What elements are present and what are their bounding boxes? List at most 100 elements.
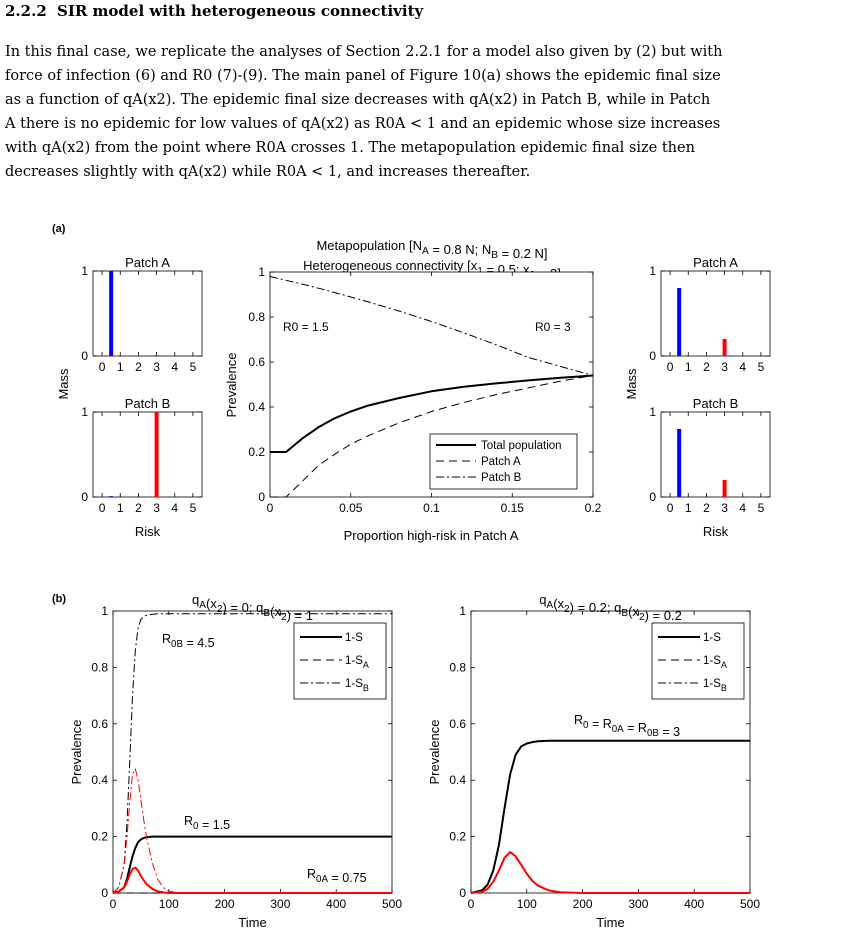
b-right-note: R0 = R0A = R0B = 3 — [574, 713, 680, 739]
a-main-note-right: R0 = 3 — [535, 320, 571, 334]
a-main-ytick-label: 0.4 — [248, 400, 265, 414]
a-main-xtick-label: 0.1 — [423, 501, 440, 515]
a-left-patchA-ytick-label: 1 — [81, 264, 88, 278]
b-right-series-line — [470, 851, 750, 894]
b-right-title: qA(x2) = 0.2; qB(x2) = 0.2 — [539, 592, 682, 623]
a-main-series-line — [270, 374, 594, 453]
a-right-patchA-xtick-label: 5 — [758, 360, 765, 374]
a-left-patchB-xtick-label: 4 — [171, 501, 178, 515]
b-left-xtick-label: 500 — [382, 897, 402, 911]
b-left-xtick-label: 100 — [159, 897, 179, 911]
panel-a-label: (a) — [52, 223, 66, 235]
a-right-patchB-xtick-label: 2 — [703, 501, 710, 515]
paragraph-line: In this final case, we replicate the ana… — [5, 44, 723, 60]
a-left-patchA-xtick-label: 3 — [153, 360, 160, 374]
b-left-xlabel: Time — [238, 915, 266, 930]
b-left-legend-label: 1-SA — [345, 655, 369, 670]
a-left-patchA-xtick-label: 1 — [117, 360, 124, 374]
a-right-patchB-xtick-label: 5 — [758, 501, 765, 515]
a-right-patchA-xtick-label: 3 — [721, 360, 728, 374]
a-main-note-left: R0 = 1.5 — [283, 320, 329, 334]
b-right-ytick-label: 0.8 — [449, 660, 466, 674]
b-right-ytick-label: 1 — [459, 604, 466, 618]
b-left-legend — [293, 622, 387, 700]
a-right-patchB-xtick-label: 4 — [739, 501, 746, 515]
a-right-patchA-xtick-label: 2 — [703, 360, 710, 374]
paragraph-line: as a function of qA(x2). The epidemic fi… — [5, 92, 711, 108]
a-right-patchA-xtick-label: 4 — [739, 360, 746, 374]
a-left-patchA-xtick-label: 5 — [190, 360, 197, 374]
a-main-xtick-label: 0 — [267, 501, 274, 515]
a-left-patchB-xtick-label: 3 — [153, 501, 160, 515]
paragraph-line: decreases slightly with qA(x2) while R0A… — [5, 164, 531, 180]
a-right-patchB-ytick-label: 1 — [649, 405, 656, 419]
b-left-note: R0B = 4.5 — [162, 632, 215, 650]
b-left-xtick-label: 400 — [326, 897, 346, 911]
b-right-xtick-label: 200 — [573, 897, 593, 911]
b-left-xtick-label: 200 — [215, 897, 235, 911]
b-right-series-line — [470, 740, 750, 894]
b-left-legend-label: 1-SB — [345, 678, 369, 693]
b-right-ytick-label: 0.4 — [449, 773, 466, 787]
b-left-ytick-label: 0.2 — [91, 830, 108, 844]
a-left-patchA-xtick-label: 0 — [99, 360, 106, 374]
panel-a-title: Metapopulation [NA = 0.8 N; NB = 0.2 N] — [316, 238, 547, 261]
panel-b-label: (b) — [52, 593, 66, 605]
a-right-patchB-xlabel: Risk — [703, 524, 729, 539]
a-left-patchB-frame — [92, 411, 203, 498]
a-left-patchB-xtick-label: 2 — [135, 501, 142, 515]
a-main-ytick-label: 0.6 — [248, 355, 265, 369]
a-right-patchA-title: Patch A — [693, 255, 738, 270]
a-main-xtick-label: 0.05 — [339, 501, 363, 515]
section-number: 2.2.2 — [5, 2, 47, 20]
b-right-legend — [651, 622, 745, 700]
a-right-patchA-ytick-label: 0 — [649, 349, 656, 363]
a-left-patchB-title: Patch B — [125, 396, 171, 411]
a-left-patchB-xlabel: Risk — [135, 524, 161, 539]
section-heading: 2.2.2 SIR model with heterogeneous connec… — [5, 2, 423, 20]
a-left-patchB-ytick-label: 0 — [81, 490, 88, 504]
b-left-ytick-label: 1 — [101, 604, 108, 618]
b-right-xtick-label: 0 — [468, 897, 475, 911]
a-main-ytick-label: 0 — [258, 490, 265, 504]
paragraph-line: force of infection (6) and R0 (7)-(9). T… — [5, 68, 721, 84]
b-left-series-line — [112, 613, 392, 894]
a-left-patchB-xtick-label: 1 — [117, 501, 124, 515]
a-main-legend-label: Patch B — [481, 472, 522, 484]
b-right-legend-label: 1-S — [703, 632, 721, 644]
a-right-patchA-xtick-label: 1 — [685, 360, 692, 374]
a-main-legend-label: Patch A — [481, 456, 521, 468]
a-right-patchA-ytick-label: 1 — [649, 264, 656, 278]
paragraph-line: with qA(x2) from the point where R0A cro… — [5, 140, 695, 156]
a-right-patchB-xtick-label: 3 — [721, 501, 728, 515]
a-left-patchB-ytick-label: 1 — [81, 405, 88, 419]
a-main-series-line — [270, 375, 594, 498]
a-left-patchA-ytick-label: 0 — [81, 349, 88, 363]
a-right-patchB-xtick-label: 1 — [685, 501, 692, 515]
a-main-ytick-label: 1 — [258, 265, 265, 279]
a-main-ytick-label: 0.2 — [248, 445, 265, 459]
a-main-xtick-label: 0.2 — [585, 501, 602, 515]
a-left-patchA-xtick-label: 2 — [135, 360, 142, 374]
b-left-ytick-label: 0 — [101, 886, 108, 900]
a-right-mass-label: Mass — [624, 368, 639, 400]
a-left-patchA-xtick-label: 4 — [171, 360, 178, 374]
a-right-patchB-title: Patch B — [693, 396, 739, 411]
a-main-xlabel: Proportion high-risk in Patch A — [344, 528, 519, 543]
b-left-legend-label: 1-S — [345, 632, 363, 644]
a-left-mass-label: Mass — [56, 368, 71, 400]
a-left-patchA-title: Patch A — [125, 255, 170, 270]
b-left-ytick-label: 0.8 — [91, 660, 108, 674]
b-right-ytick-label: 0.2 — [449, 830, 466, 844]
b-left-ytick-label: 0.6 — [91, 717, 108, 731]
b-left-note: R0 = 1.5 — [184, 814, 230, 832]
b-right-xtick-label: 500 — [740, 897, 760, 911]
b-left-ytick-label: 0.4 — [91, 773, 108, 787]
a-left-patchB-xtick-label: 5 — [190, 501, 197, 515]
b-left-xtick-label: 300 — [270, 897, 290, 911]
a-main-ytick-label: 0.8 — [248, 310, 265, 324]
a-left-patchB-xtick-label: 0 — [99, 501, 106, 515]
b-left-note: R0A = 0.75 — [307, 867, 367, 885]
